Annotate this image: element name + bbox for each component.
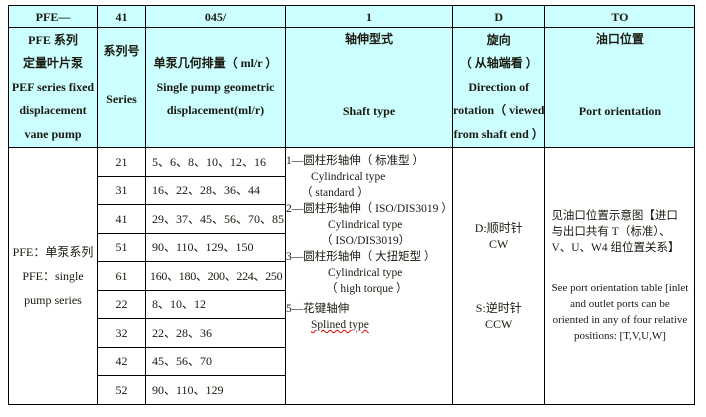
port-orientation: 见油口位置示意图【进口与出口共有 T（标准）、V、U、W4 组位置关系】 See…: [544, 147, 696, 405]
code-shaft: 1: [285, 5, 453, 28]
displacement-cell: 90、110、129、150: [145, 232, 286, 262]
header-line: PFE 系列: [28, 32, 78, 47]
code-port: TO: [544, 5, 696, 28]
header-line: Port orientation: [578, 103, 662, 118]
shaft-line: 2—圆柱形轴伸（ ISO/DIS3019 ）: [286, 203, 453, 215]
header-line: Direction of: [468, 79, 530, 94]
shaft-line: 3—圆柱形轴伸（ 大扭矩型 ）: [286, 251, 436, 263]
model-description: PFE：单泵系列 PFE：single pump series: [8, 147, 98, 405]
code-displacement: 045/: [145, 5, 286, 28]
rotation-cw-cn: D:顺时针: [474, 220, 523, 235]
shaft-line: 5—花键轴伸: [286, 303, 350, 315]
shaft-line: Cylindrical type: [328, 219, 403, 231]
shaft-line: 1—圆柱形轴伸（ 标准型 ）: [286, 155, 424, 167]
header-line: from shaft end ）: [453, 126, 544, 141]
header-line: 轴伸型式: [344, 32, 393, 46]
series-cell: 31: [97, 175, 146, 205]
displacement-cell: 16、22、28、36、44: [145, 175, 286, 205]
displacement-cell: 45、56、70: [145, 346, 286, 376]
series-cell: 61: [97, 261, 146, 291]
header-line: rotation（ viewed: [453, 103, 545, 118]
table-row: 61 160、180、200、224、250: [9, 261, 695, 291]
series-cell: 32: [97, 318, 146, 348]
table-row: PFE：单泵系列 PFE：single pump series 21 5、6、8…: [8, 147, 696, 405]
header-line: vane pump: [24, 126, 82, 141]
header-line: displacement(ml/r): [166, 103, 265, 118]
desc-line: PFE：单泵系列: [12, 244, 94, 259]
displacement-cell: 5、6、8、10、12、16: [145, 147, 286, 177]
code-row: PFE— 41 045/ 1 D TO: [8, 5, 696, 28]
shaft-line: （ high torque ）: [326, 283, 408, 295]
table-row: 41 29、37、45、56、70、85: [9, 204, 695, 234]
header-line: displacement: [19, 103, 87, 118]
rotation-ccw-cn: S:逆时针: [475, 300, 522, 315]
code-model: PFE—: [8, 5, 98, 28]
rotation-ccw-en: CCW: [485, 316, 513, 331]
port-cn: 见油口位置示意图【进口与出口共有 T（标准）、V、U、W4 组位置关系】: [551, 209, 680, 254]
header-line: 系列号: [103, 44, 140, 58]
series-cell: 41: [97, 204, 146, 234]
header-line: PEF series fixed: [11, 79, 95, 94]
code-series: 41: [97, 5, 146, 28]
displacement-cell: 22、28、36: [145, 318, 286, 348]
header-line: Series: [106, 91, 137, 106]
header-line: Shaft type: [342, 103, 396, 118]
header-line: （ 从轴端看 ）: [459, 56, 538, 71]
header-displacement: 单泵几何排量（ ml/r ） Single pump geometric dis…: [145, 27, 286, 148]
shaft-line: Cylindrical type: [328, 267, 403, 279]
header-rotation: 旋向 （ 从轴端看 ） Direction of rotation（ viewe…: [451, 27, 546, 148]
header-shaft: 轴伸型式 Shaft type: [285, 27, 453, 148]
table-row: 51 90、110、129、150: [9, 232, 695, 262]
header-port: 油口位置 Port orientation: [544, 27, 696, 148]
table-row: 22 8、10、12: [9, 289, 695, 319]
table-row: 32 22、28、36: [9, 318, 695, 348]
shaft-line: Splined type: [311, 319, 369, 331]
table-row: 31 16、22、28、36、44: [9, 175, 695, 205]
port-en: See port orientation table [inlet and ou…: [551, 281, 689, 342]
header-row: PFE 系列 定量叶片泵 PEF series fixed displaceme…: [8, 27, 696, 148]
shaft-line: （ ISO/DIS3019）: [321, 235, 411, 247]
shaft-line: Cylindrical type: [311, 171, 386, 183]
header-series: 系列号 Series: [97, 27, 146, 148]
header-line: 定量叶片泵: [22, 56, 83, 71]
series-cell: 51: [97, 232, 146, 262]
table-row: 42 45、56、70: [9, 346, 695, 376]
header-line: 单泵几何排量（ ml/r ）: [153, 56, 278, 71]
desc-line: PFE：single: [22, 268, 84, 283]
header-line: Single pump geometric: [156, 79, 275, 94]
displacement-cell: 8、10、12: [145, 289, 286, 319]
desc-line: pump series: [24, 292, 82, 307]
rotation-options: D:顺时针 CW S:逆时针 CCW: [451, 147, 546, 405]
header-model: PFE 系列 定量叶片泵 PEF series fixed displaceme…: [8, 27, 98, 148]
series-cell: 42: [97, 346, 146, 376]
shaft-line: （ standard ）: [301, 187, 369, 199]
table-row: 52 90、110、129: [9, 375, 695, 405]
model-code-table: PFE— 41 045/ 1 D TO PFE 系列 定量叶片泵 PEF ser…: [8, 5, 696, 405]
code-rotation: D: [451, 5, 546, 28]
displacement-cell: 29、37、45、56、70、85: [145, 204, 286, 234]
header-line: 油口位置: [595, 32, 644, 46]
header-line: 旋向: [486, 32, 511, 47]
series-cell: 22: [97, 289, 146, 319]
series-cell: 21: [97, 147, 146, 177]
shaft-types: 1—圆柱形轴伸（ 标准型 ） Cylindrical type （ standa…: [285, 147, 453, 405]
displacement-cell: 160、180、200、224、250: [145, 261, 286, 291]
displacement-cell: 90、110、129: [145, 375, 286, 405]
series-cell: 52: [97, 375, 146, 405]
rotation-cw-en: CW: [489, 236, 509, 251]
